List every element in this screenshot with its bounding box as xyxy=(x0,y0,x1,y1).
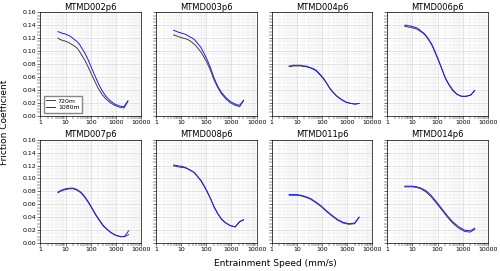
Title: MTMD014p6: MTMD014p6 xyxy=(411,130,464,139)
Title: MTMD002p6: MTMD002p6 xyxy=(64,2,117,11)
Text: Friction Coefficient: Friction Coefficient xyxy=(0,79,10,165)
Title: MTMD007p6: MTMD007p6 xyxy=(64,130,117,139)
Title: MTMD003p6: MTMD003p6 xyxy=(180,2,233,11)
Text: Entrainment Speed (mm/s): Entrainment Speed (mm/s) xyxy=(214,259,336,268)
Title: MTMD008p6: MTMD008p6 xyxy=(180,130,233,139)
Legend: 720m, 1080m: 720m, 1080m xyxy=(44,95,82,112)
Title: MTMD006p6: MTMD006p6 xyxy=(411,2,464,11)
Title: MTMD004p6: MTMD004p6 xyxy=(296,2,348,11)
Title: MTMD011p6: MTMD011p6 xyxy=(296,130,348,139)
